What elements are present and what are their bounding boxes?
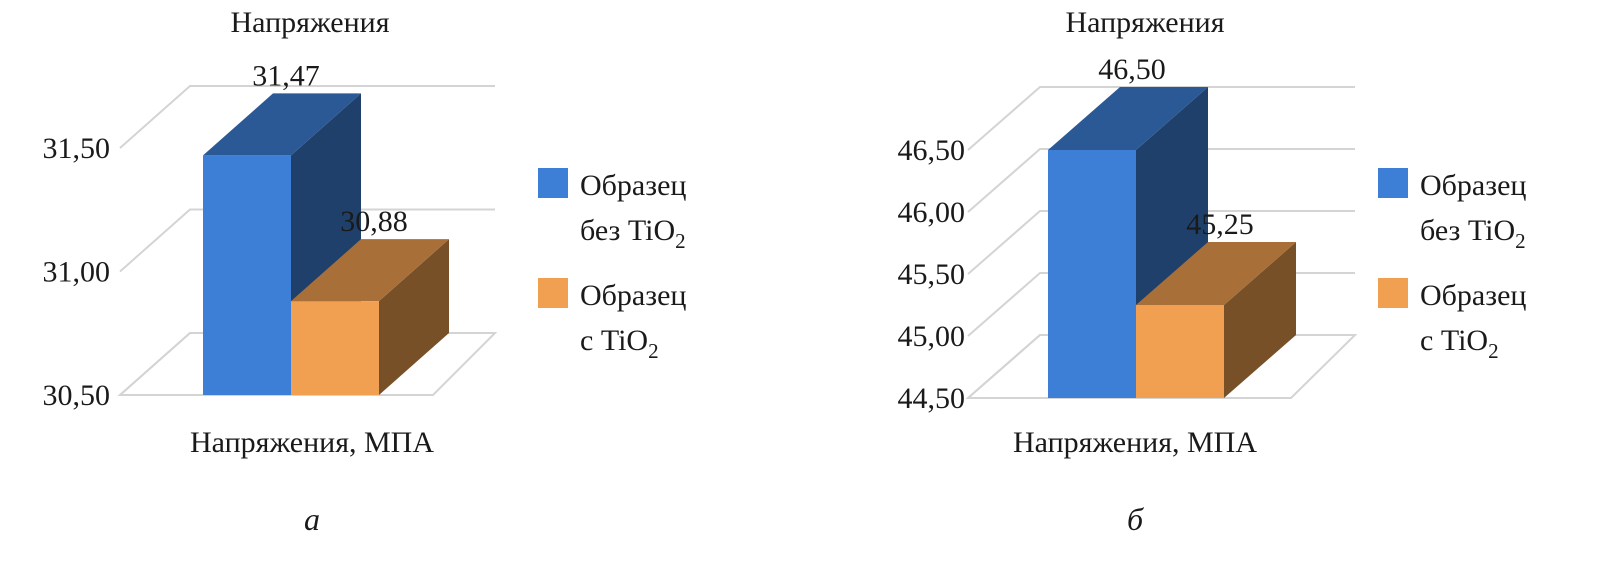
chart-b-legend-label-1-line2: с TiO2 bbox=[1420, 324, 1499, 363]
chart-b-bar-1-front bbox=[1136, 305, 1224, 398]
chart-a-legend-swatch-1 bbox=[538, 278, 568, 308]
chart-a-legend-swatch-0 bbox=[538, 168, 568, 198]
chart-a-bar-1-side bbox=[379, 239, 449, 395]
chart-b-ytick-label-3: 46,00 bbox=[898, 196, 966, 229]
chart-b-legend-label-0-line2: без TiO2 bbox=[1420, 214, 1526, 253]
chart-b-bar-1 bbox=[1136, 242, 1296, 398]
chart-a-svg: Напряжения 30,50 31,00 31,50 31,47 30,88 Напря… bbox=[43, 6, 687, 537]
chart-a-panel-label: а bbox=[304, 501, 320, 537]
chart-a-title: Напряжения bbox=[231, 6, 390, 39]
chart-b-data-label-1: 45,25 bbox=[1186, 208, 1254, 241]
chart-a-bar-0-front bbox=[203, 155, 291, 395]
chart-b-bar-1-top bbox=[1136, 242, 1296, 305]
chart-b-gridline-2 bbox=[967, 210, 1355, 275]
chart-a-legend-label-1-line1: Образец bbox=[580, 279, 686, 312]
chart-b-panel-label: б bbox=[1127, 501, 1144, 537]
chart-a-bar-1 bbox=[291, 239, 449, 395]
chart-b-ytick-label-0: 44,50 bbox=[898, 382, 966, 415]
chart-a-gridline-2 bbox=[119, 85, 495, 149]
chart-a-bar-1-front bbox=[291, 301, 379, 395]
chart-panel-b: Напряжения 44,50 45,00 45,50 46,00 46,50 46,50… bbox=[820, 0, 1620, 558]
chart-b-title: Напряжения bbox=[1066, 6, 1225, 39]
chart-b-ytick-label-1: 45,00 bbox=[898, 320, 966, 353]
chart-a-xlabel: Напряжения, МПА bbox=[190, 426, 434, 459]
chart-b-svg: Напряжения 44,50 45,00 45,50 46,00 46,50 46,50… bbox=[898, 6, 1527, 537]
chart-b-gridline-4 bbox=[967, 86, 1355, 151]
chart-b-bar-1-side bbox=[1224, 242, 1296, 398]
chart-panel-a: Напряжения 30,50 31,00 31,50 31,47 30,88 Напря… bbox=[0, 0, 800, 558]
chart-a-gridline-1 bbox=[119, 208, 495, 273]
chart-b-legend-label-0-line1: Образец bbox=[1420, 169, 1526, 202]
chart-b-legend-swatch-0 bbox=[1378, 168, 1408, 198]
chart-a-ytick-label-1: 31,00 bbox=[43, 256, 111, 289]
chart-b-bar-0-front bbox=[1048, 150, 1136, 398]
chart-a-data-label-0: 31,47 bbox=[252, 59, 320, 92]
chart-a-legend-label-1-line2: с TiO2 bbox=[580, 324, 659, 363]
chart-a-ytick-label-0: 30,50 bbox=[43, 379, 111, 412]
chart-a-legend-label-0-line2: без TiO2 bbox=[580, 214, 686, 253]
chart-b-gridline-3 bbox=[967, 148, 1355, 213]
chart-b-ytick-label-2: 45,50 bbox=[898, 258, 966, 291]
chart-b-xlabel: Напряжения, МПА bbox=[1013, 426, 1257, 459]
chart-a-data-label-1: 30,88 bbox=[340, 205, 408, 238]
chart-b-bar-0-top bbox=[1048, 87, 1208, 150]
chart-b-legend-swatch-1 bbox=[1378, 278, 1408, 308]
chart-b-ytick-label-4: 46,50 bbox=[898, 134, 966, 167]
chart-a-ytick-label-2: 31,50 bbox=[43, 132, 111, 165]
chart-a-legend-label-0-line1: Образец bbox=[580, 169, 686, 202]
chart-a-bar-0-top bbox=[203, 93, 361, 156]
chart-b-data-label-0: 46,50 bbox=[1098, 53, 1166, 86]
chart-a-bar-1-top bbox=[291, 239, 449, 302]
chart-b-legend-label-1-line1: Образец bbox=[1420, 279, 1526, 312]
